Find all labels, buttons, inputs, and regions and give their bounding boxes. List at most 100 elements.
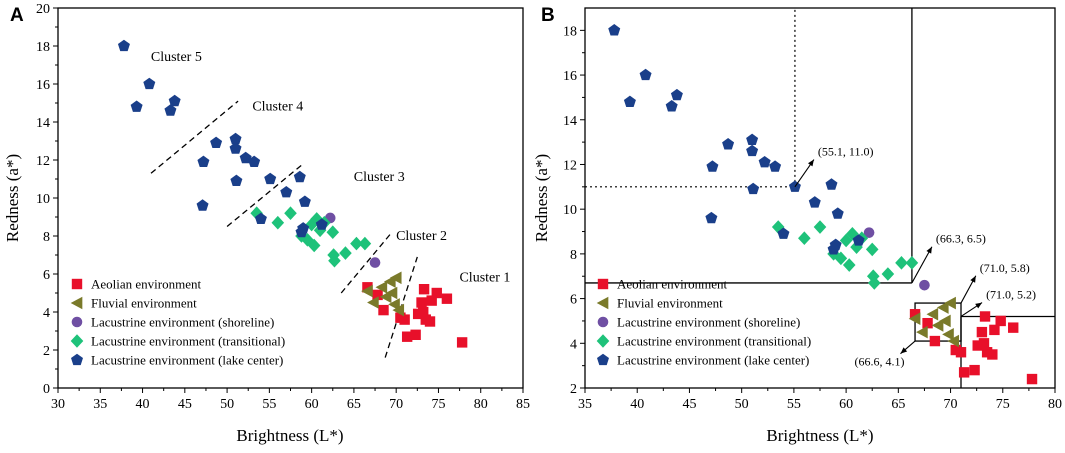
- data-point: [456, 337, 468, 348]
- legend-label: Aeolian environment: [91, 277, 201, 292]
- data-point: [813, 220, 827, 234]
- data-point: [944, 296, 956, 310]
- legend-marker: [70, 334, 84, 348]
- cluster-label: Cluster 4: [252, 100, 303, 115]
- panel-b-legend: Aeolian environment Fluvial environment La…: [596, 277, 811, 368]
- data-point: [431, 287, 442, 299]
- y-tick-label: 2: [570, 382, 577, 397]
- x-tick-label: 85: [516, 397, 530, 412]
- x-tick-label: 60: [305, 397, 319, 412]
- cluster-divider: [150, 100, 239, 174]
- data-point: [230, 174, 243, 186]
- y-tick-label: 12: [563, 158, 577, 173]
- legend-marker: [596, 296, 609, 310]
- data-point: [1026, 373, 1038, 385]
- x-tick-label: 80: [474, 397, 488, 412]
- data-point: [747, 182, 760, 195]
- data-point: [834, 251, 848, 266]
- y-tick-label: 4: [570, 337, 577, 352]
- x-tick-label: 45: [682, 397, 696, 412]
- data-point: [298, 195, 311, 207]
- data-point: [955, 347, 967, 358]
- data-point: [164, 104, 177, 116]
- data-point: [375, 281, 388, 294]
- legend-label: Lacustrine environment (shoreline): [617, 315, 800, 330]
- data-point: [827, 243, 840, 255]
- data-point: [130, 100, 143, 112]
- data-point: [865, 242, 879, 257]
- data-point: [831, 207, 844, 219]
- data-point: [868, 276, 881, 290]
- y-tick-label: 10: [36, 192, 50, 207]
- data-point: [978, 338, 990, 349]
- data-point: [328, 253, 341, 268]
- data-point: [769, 160, 782, 172]
- data-point: [798, 231, 811, 246]
- legend-label: Lacustrine environment (lake center): [91, 353, 283, 368]
- data-point: [418, 284, 430, 295]
- data-point: [310, 212, 324, 226]
- data-point: [852, 234, 865, 246]
- y-tick-label: 2: [43, 344, 50, 359]
- panel-a-legend: Aeolian environment Fluvial environment La…: [70, 277, 285, 368]
- data-point: [623, 95, 636, 107]
- panel-b-points: [608, 24, 1038, 385]
- data-point: [808, 196, 821, 208]
- panel-b-y-axis-title: Redness (a*): [532, 154, 551, 242]
- x-tick-label: 30: [51, 397, 65, 412]
- legend-marker: [596, 334, 610, 348]
- panel-a-points: [117, 39, 468, 348]
- legend-label: Aeolian environment: [617, 277, 727, 292]
- data-point: [972, 340, 983, 351]
- legend-marker: [71, 353, 83, 366]
- data-point: [639, 68, 652, 81]
- panel-a-y-axis-title: Redness (a*): [3, 154, 22, 242]
- x-tick-label: 50: [220, 397, 234, 412]
- panel-a-cluster-labels: Cluster 5 Cluster 4 Cluster 3 Cluster 2 Clus…: [151, 50, 511, 285]
- x-tick-label: 35: [578, 397, 592, 412]
- annotation-arrowhead: [900, 347, 908, 354]
- data-point: [922, 317, 933, 329]
- data-point: [895, 256, 908, 270]
- data-point: [746, 144, 759, 157]
- data-point: [307, 238, 321, 253]
- legend-label: Fluvial environment: [91, 296, 197, 311]
- data-point: [117, 39, 130, 52]
- annotation-arrowhead: [975, 302, 983, 309]
- y-tick-label: 18: [36, 40, 50, 55]
- data-point: [410, 329, 421, 340]
- legend-label: Lacustrine environment (lake center): [617, 353, 809, 368]
- data-point: [908, 312, 921, 326]
- data-point: [196, 199, 209, 211]
- legend-marker: [597, 353, 609, 366]
- data-point: [987, 349, 998, 360]
- y-tick-label: 14: [563, 114, 577, 129]
- x-tick-label: 75: [996, 397, 1010, 412]
- panel-a-plot-frame: [57, 7, 524, 389]
- data-point: [362, 282, 373, 293]
- x-tick-label: 35: [93, 397, 107, 412]
- y-tick-label: 8: [570, 248, 577, 263]
- data-point: [705, 211, 718, 224]
- data-point: [284, 206, 297, 220]
- panel-b: B 35 40 45 50 55 60 65 70 75 80 2 4 6 8 10 12 14 16 18 (55…: [532, 5, 1062, 445]
- data-point: [441, 293, 453, 304]
- panel-b-annotations: (55.1, 11.0) (66.3, 6.5) (71.0, 5.8) (71.0,…: [794, 145, 1036, 369]
- legend-label: Fluvial environment: [617, 296, 723, 311]
- panel-a-x-axis-title: Brightness (L*): [236, 426, 343, 445]
- legend-marker: [70, 296, 83, 310]
- cluster-divider: [226, 163, 304, 228]
- data-point: [392, 303, 405, 317]
- y-tick-label: 14: [36, 116, 50, 131]
- legend-label: Lacustrine environment (transitional): [91, 334, 285, 349]
- data-point: [825, 178, 838, 190]
- y-tick-label: 18: [563, 24, 577, 39]
- panel-b-axes: 35 40 45 50 55 60 65 70 75 80 2 4 6 8 10 12 14 16 18: [563, 24, 1062, 412]
- x-tick-label: 60: [839, 397, 853, 412]
- y-tick-label: 4: [43, 306, 50, 321]
- panel-b-x-axis-title: Brightness (L*): [766, 426, 873, 445]
- data-point: [399, 314, 410, 325]
- x-tick-label: 40: [136, 397, 150, 412]
- data-point: [358, 236, 372, 251]
- data-point: [367, 296, 379, 309]
